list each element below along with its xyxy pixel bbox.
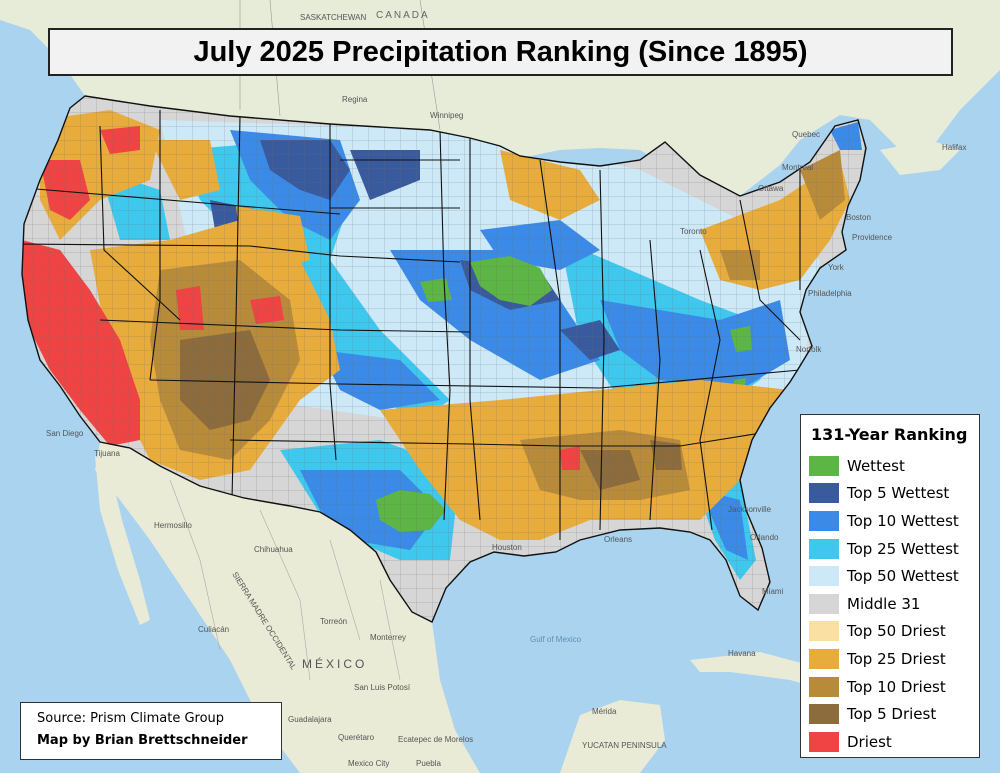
label-gulf: Gulf of Mexico	[530, 635, 582, 644]
legend: 131-Year Ranking Wettest Top 5 Wettest Top…	[800, 414, 980, 758]
legend-item: Top 50 Wettest	[809, 562, 971, 590]
legend-item: Top 5 Driest	[809, 700, 971, 728]
legend-label: Top 5 Wettest	[847, 484, 950, 503]
label-guadalajara: Guadalajara	[288, 715, 332, 724]
label-mexico: MÉXICO	[302, 656, 367, 671]
label-monterrey: Monterrey	[370, 633, 406, 642]
yucatan-land	[560, 700, 665, 773]
legend-swatch	[809, 455, 839, 476]
legend-item: Wettest	[809, 452, 971, 480]
legend-swatch	[809, 731, 839, 752]
baja-california	[95, 456, 150, 625]
legend-item: Top 25 Wettest	[809, 535, 971, 563]
legend-swatch	[809, 566, 839, 587]
label-york: York	[828, 263, 845, 272]
legend-swatch	[809, 483, 839, 504]
label-winnipeg: Winnipeg	[430, 111, 463, 120]
legend-swatch	[809, 510, 839, 531]
legend-label: Top 10 Wettest	[847, 511, 959, 530]
label-torreon: Torreón	[320, 617, 347, 626]
legend-item: Top 10 Wettest	[809, 507, 971, 535]
label-ecatepec: Ecatepec de Morelos	[398, 735, 473, 744]
legend-item: Top 50 Driest	[809, 618, 971, 646]
label-merida: Mérida	[592, 707, 617, 716]
legend-items: Wettest Top 5 Wettest Top 10 Wettest Top 25…	[809, 452, 971, 756]
legend-swatch	[809, 704, 839, 725]
label-jacksonville: Jacksonville	[728, 505, 772, 514]
legend-label: Top 10 Driest	[847, 677, 946, 696]
label-yucatan: YUCATAN PENINSULA	[582, 741, 667, 750]
label-puebla: Puebla	[416, 759, 441, 768]
label-toronto: Toronto	[680, 227, 707, 236]
credit-source: Source: Prism Climate Group	[37, 711, 225, 726]
legend-label: Middle 31	[847, 594, 921, 613]
mexico-land	[95, 442, 480, 773]
label-san-luis: San Luis Potosí	[354, 683, 411, 692]
label-orleans: Orleans	[604, 535, 632, 544]
label-montreal: Montreal	[782, 163, 813, 172]
legend-swatch	[809, 538, 839, 559]
legend-label: Top 50 Driest	[847, 622, 946, 641]
label-culiacan: Culiacán	[198, 625, 229, 634]
mexico-state-lines	[169, 479, 401, 681]
legend-label: Driest	[847, 732, 892, 751]
label-miami: Miami	[762, 587, 784, 596]
legend-item: Top 25 Driest	[809, 645, 971, 673]
legend-title: 131-Year Ranking	[811, 425, 968, 444]
label-hermosillo: Hermosillo	[154, 521, 192, 530]
legend-swatch	[809, 676, 839, 697]
legend-label: Top 25 Wettest	[847, 539, 959, 558]
legend-label: Top 50 Wettest	[847, 567, 959, 586]
label-havana: Havana	[728, 649, 756, 658]
label-norfolk: Norfolk	[796, 345, 822, 354]
label-regina: Regina	[342, 95, 368, 104]
label-providence: Providence	[852, 233, 893, 242]
label-queretaro: Querétaro	[338, 733, 375, 742]
legend-swatch	[809, 621, 839, 642]
legend-label: Wettest	[847, 456, 905, 475]
label-tijuana: Tijuana	[94, 449, 120, 458]
map-title: July 2025 Precipitation Ranking (Since 1…	[48, 28, 953, 76]
credit-author: Map by Brian Brettschneider	[37, 733, 248, 748]
legend-item: Top 5 Wettest	[809, 480, 971, 508]
legend-label: Top 25 Driest	[847, 649, 946, 668]
legend-item: Top 10 Driest	[809, 673, 971, 701]
label-quebec: Quebec	[792, 130, 820, 139]
us-outline	[21, 95, 867, 623]
nova-scotia	[880, 140, 960, 175]
label-canada: CANADA	[376, 10, 430, 21]
label-orlando: Orlando	[750, 533, 779, 542]
legend-item: Driest	[809, 728, 971, 756]
legend-swatch	[809, 648, 839, 669]
label-mexico-city: Mexico City	[348, 759, 389, 768]
credit-box: Source: Prism Climate Group Map by Brian…	[20, 702, 282, 760]
legend-label: Top 5 Driest	[847, 705, 937, 724]
label-halifax: Halifax	[942, 143, 966, 152]
label-boston: Boston	[846, 213, 871, 222]
label-chihuahua: Chihuahua	[254, 545, 293, 554]
legend-item: Middle 31	[809, 590, 971, 618]
label-houston: Houston	[492, 543, 522, 552]
label-san-diego: San Diego	[46, 429, 84, 438]
label-saskatchewan: SASKATCHEWAN	[300, 13, 366, 22]
label-philadelphia: Philadelphia	[808, 289, 852, 298]
label-ottawa: Ottawa	[758, 184, 784, 193]
legend-swatch	[809, 593, 839, 614]
